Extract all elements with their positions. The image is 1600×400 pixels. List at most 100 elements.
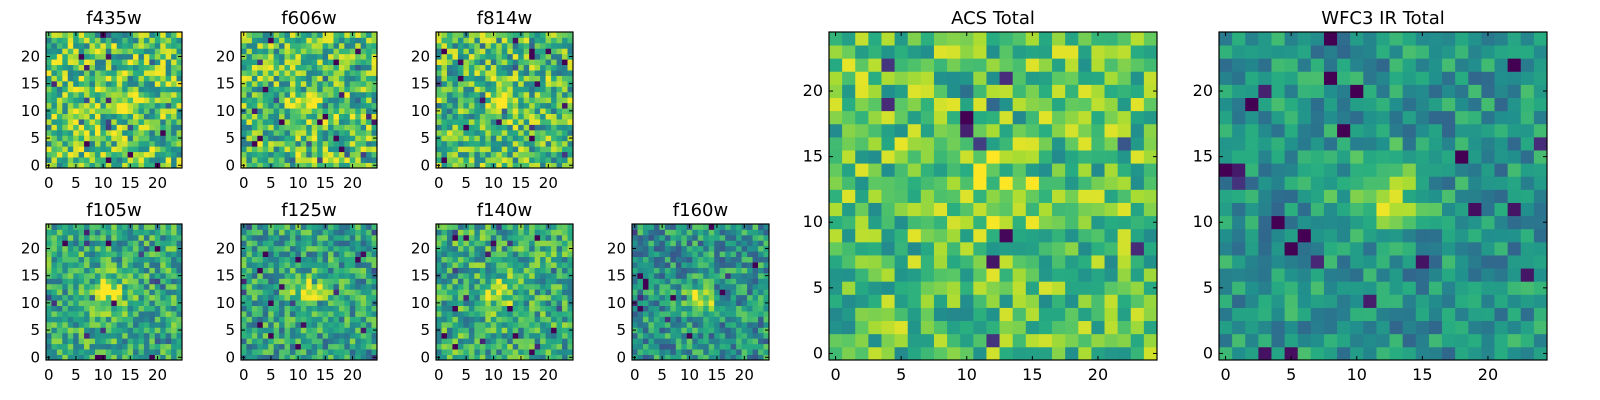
heatmap-cell <box>719 283 726 290</box>
heatmap-cell <box>567 129 574 136</box>
heatmap-cell <box>160 245 167 252</box>
heatmap-cell <box>311 327 318 334</box>
heatmap-cell <box>251 338 258 345</box>
heatmap-cell <box>501 32 508 38</box>
heatmap-cell <box>485 278 492 285</box>
heatmap-cell <box>94 332 101 339</box>
heatmap-cell <box>127 251 134 258</box>
heatmap-cell <box>84 229 90 236</box>
heatmap-cell <box>463 321 470 328</box>
heatmap-cell <box>138 311 145 317</box>
heatmap-cell <box>317 70 323 76</box>
heatmap-cell <box>551 162 557 169</box>
heatmap-cell <box>725 332 732 339</box>
heatmap-cell <box>518 343 525 350</box>
heatmap-cell <box>371 124 378 131</box>
heatmap-cell <box>171 70 177 76</box>
heatmap-cell <box>490 135 497 142</box>
heatmap-cell <box>349 251 356 258</box>
heatmap-cell <box>501 75 508 82</box>
heatmap-cell <box>518 256 525 263</box>
heatmap-cell <box>344 240 351 247</box>
heatmap-cell <box>67 70 74 76</box>
heatmap-cell <box>540 316 546 323</box>
heatmap-cell <box>468 343 475 350</box>
heatmap-cell <box>632 267 638 274</box>
heatmap-cell <box>262 262 269 268</box>
heatmap-cell <box>160 316 167 323</box>
heatmap-cell <box>452 80 459 87</box>
heatmap-cell <box>501 234 508 241</box>
heatmap-cell <box>171 251 177 258</box>
heatmap-cell <box>512 80 519 87</box>
heatmap-cell <box>165 129 172 136</box>
heatmap-cell <box>56 135 63 142</box>
heatmap-cell <box>496 327 503 334</box>
heatmap-cell <box>501 157 508 163</box>
heatmap-cell <box>540 256 546 263</box>
heatmap-cell <box>344 349 351 355</box>
heatmap-cell <box>894 255 909 269</box>
heatmap-cell <box>474 354 481 361</box>
heatmap-cell <box>176 59 183 66</box>
heatmap-cell <box>855 202 869 217</box>
heatmap-cell <box>105 305 112 312</box>
heatmap-cell <box>496 267 503 274</box>
heatmap-cell <box>322 75 329 82</box>
heatmap-cell <box>84 267 90 274</box>
heatmap-cell <box>171 86 177 93</box>
heatmap-cell <box>143 321 150 328</box>
heatmap-cell <box>463 91 470 98</box>
heatmap-cell <box>133 294 139 301</box>
heatmap-cell <box>138 32 145 38</box>
heatmap-cell <box>100 48 107 55</box>
heatmap-cell <box>328 124 334 131</box>
heatmap-cell <box>681 272 688 279</box>
heatmap-cell <box>171 245 177 252</box>
heatmap-cell <box>1012 150 1027 164</box>
heatmap-cell <box>300 354 307 361</box>
heatmap-cell <box>540 354 546 361</box>
heatmap-cell <box>116 97 123 104</box>
heatmap-cell <box>122 283 128 290</box>
heatmap-cell <box>512 64 519 71</box>
heatmap-cell <box>105 42 112 49</box>
heatmap-cell <box>556 162 563 169</box>
heatmap-cell <box>51 151 58 158</box>
heatmap-cell <box>947 150 961 164</box>
heatmap-cell <box>829 307 843 322</box>
heatmap-cell <box>551 332 557 339</box>
heatmap-cell <box>94 32 101 38</box>
heatmap-cell <box>73 251 80 258</box>
heatmap-cell <box>78 102 85 109</box>
heatmap-cell <box>111 32 118 38</box>
heatmap-cell <box>284 251 291 258</box>
heatmap-cell <box>463 278 470 285</box>
heatmap-cell <box>562 151 568 158</box>
heatmap-cell <box>154 311 161 317</box>
heatmap-cell <box>73 332 80 339</box>
heatmap-cell <box>360 42 367 49</box>
heatmap-cell <box>279 300 285 306</box>
heatmap-cell <box>681 311 688 317</box>
heatmap-cell <box>736 305 742 312</box>
heatmap-cell <box>295 75 302 82</box>
heatmap-cell <box>507 240 514 247</box>
heatmap-cell <box>165 321 172 328</box>
heatmap-cell <box>289 338 296 345</box>
heatmap-cell <box>360 240 367 247</box>
heatmap-cell <box>273 245 280 252</box>
heatmap-cell <box>67 343 74 350</box>
heatmap-cell <box>73 229 80 236</box>
heatmap-cell <box>111 234 118 241</box>
heatmap-cell <box>741 256 748 263</box>
heatmap-cell <box>518 64 525 71</box>
heatmap-cell <box>84 278 90 285</box>
heatmap-cell <box>78 283 85 290</box>
heatmap-cell <box>496 229 503 236</box>
heatmap-cell <box>648 229 655 236</box>
heatmap-cell <box>111 338 118 345</box>
heatmap-cell <box>344 300 351 306</box>
heatmap-cell <box>257 48 264 55</box>
heatmap-cell <box>116 129 123 136</box>
